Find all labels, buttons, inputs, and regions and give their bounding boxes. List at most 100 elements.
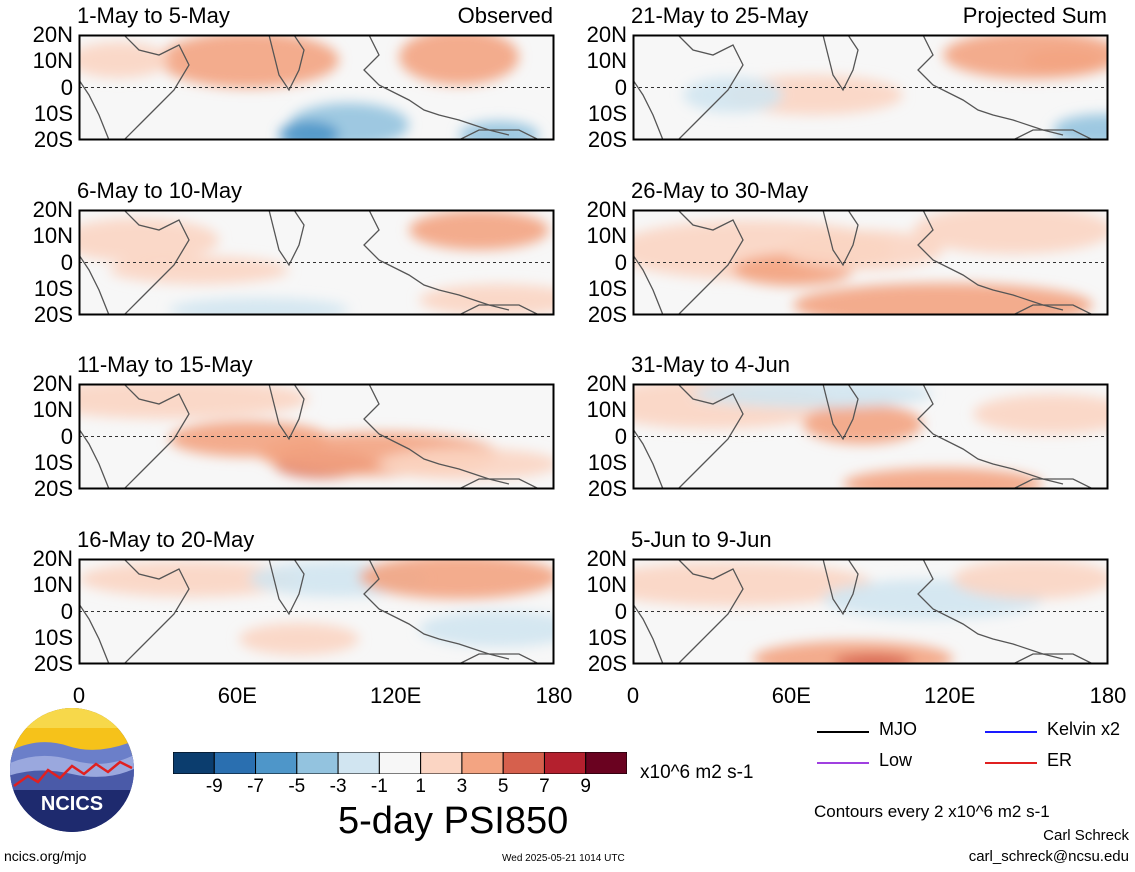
- panel-tag: Observed: [457, 3, 553, 28]
- anomaly-region: [359, 559, 554, 599]
- lat-label: 20N: [32, 546, 73, 571]
- lat-label: 10S: [33, 624, 73, 650]
- anomaly-region: [803, 404, 923, 444]
- panel-title: 5-Jun to 9-Jun: [631, 527, 772, 552]
- colorbar-label: 9: [580, 776, 592, 797]
- anomaly-region: [419, 611, 554, 647]
- main-title: 5-day PSI850: [338, 800, 569, 842]
- colorbar-swatch: [173, 752, 215, 774]
- map-panel: [78, 209, 555, 316]
- coastline: [888, 384, 1064, 485]
- legend-line: [985, 731, 1037, 733]
- anomaly-region: [79, 561, 299, 597]
- legend-line: [985, 762, 1037, 764]
- legend-label: ER: [1047, 750, 1073, 770]
- anomaly-region: [1023, 48, 1103, 72]
- anomaly-region: [419, 284, 554, 315]
- coastline: [633, 35, 744, 140]
- lat-label: 0: [60, 74, 73, 100]
- lat-label: 20N: [32, 197, 73, 222]
- panel-border: [632, 383, 1109, 490]
- coastline: [1012, 478, 1094, 489]
- lat-label: 10S: [587, 100, 627, 126]
- legend-label: Kelvin x2: [1047, 719, 1121, 739]
- lon-label: 120E: [923, 683, 976, 708]
- anomaly-region: [239, 623, 359, 655]
- coastline: [268, 210, 305, 267]
- lon-label: 0: [72, 683, 86, 708]
- coastline: [888, 559, 1064, 660]
- lon-label: 180: [535, 683, 573, 708]
- coastline: [458, 653, 540, 664]
- colorbar-label: 3: [456, 776, 468, 797]
- legend-line: [817, 731, 869, 733]
- lat-label: 10S: [33, 100, 73, 126]
- colorbar-swatch: [378, 752, 422, 774]
- colorbar: [173, 752, 627, 774]
- colorbar-units: x10^6 m2 s-1: [640, 762, 754, 783]
- lat-label: 10S: [587, 449, 627, 475]
- colorbar-swatch: [255, 752, 298, 774]
- anomaly-region: [833, 654, 913, 664]
- coastline: [822, 210, 859, 267]
- anomaly-region: [973, 394, 1108, 434]
- anomaly-region: [953, 559, 1108, 599]
- panel-border: [632, 34, 1109, 141]
- coastline: [458, 478, 540, 489]
- lat-label: 10S: [587, 624, 627, 650]
- map-panel: [78, 34, 555, 141]
- lat-label: 20S: [33, 476, 73, 501]
- anomaly-region: [693, 384, 933, 408]
- anomaly-region: [159, 35, 339, 88]
- map-panel: [632, 34, 1109, 141]
- lat-label: 0: [60, 249, 73, 275]
- colorbar-label: 7: [539, 776, 550, 797]
- coastline: [888, 210, 1064, 311]
- panel-border: [78, 558, 555, 665]
- lon-label: 60E: [217, 683, 257, 708]
- lat-label: 10S: [33, 275, 73, 301]
- anomaly-region: [109, 256, 289, 284]
- colorbar-label: -1: [370, 776, 388, 797]
- panel-title: 26-May to 30-May: [631, 178, 809, 203]
- site-url[interactable]: ncics.org/mjo: [4, 848, 87, 864]
- coastline: [822, 559, 859, 616]
- coastline: [458, 304, 540, 315]
- anomaly-region: [79, 42, 169, 78]
- anomaly-region: [169, 298, 349, 315]
- colorbar-swatch: [296, 752, 339, 774]
- coastline: [633, 384, 744, 489]
- colorbar-swatch: [585, 752, 627, 774]
- lat-label: 20S: [587, 127, 627, 152]
- author: Carl Schreck: [1043, 827, 1129, 844]
- anomaly-region: [279, 121, 339, 140]
- coastline: [334, 210, 510, 311]
- lat-label: 0: [60, 423, 73, 449]
- lat-label: 20S: [587, 302, 627, 327]
- legend-label: Low: [879, 750, 913, 770]
- panel-title: 11-May to 15-May: [77, 352, 253, 377]
- coastline: [888, 35, 1064, 136]
- anomaly-region: [379, 448, 554, 480]
- lat-label: 20N: [32, 371, 73, 396]
- author-email: carl_schreck@ncsu.edu: [968, 848, 1129, 865]
- colorbar-swatch: [461, 752, 504, 774]
- colorbar-label: -5: [288, 776, 306, 797]
- coastline: [1012, 129, 1094, 140]
- colorbar-swatch: [543, 752, 587, 774]
- lat-label: 20S: [587, 476, 627, 501]
- coastline: [268, 384, 305, 441]
- legend-line: [817, 762, 869, 764]
- coastline: [822, 35, 859, 92]
- map-panel: [632, 383, 1109, 490]
- coastline: [633, 559, 744, 664]
- lat-label: 20N: [586, 371, 627, 396]
- lat-label: 0: [614, 423, 627, 449]
- lat-label: 10N: [32, 48, 73, 74]
- coastline: [633, 210, 744, 315]
- lon-label: 180: [1089, 683, 1127, 708]
- lat-label: 20N: [586, 22, 627, 47]
- coastline: [334, 559, 510, 660]
- lat-label: 10N: [586, 397, 627, 423]
- lat-label: 10N: [32, 223, 73, 249]
